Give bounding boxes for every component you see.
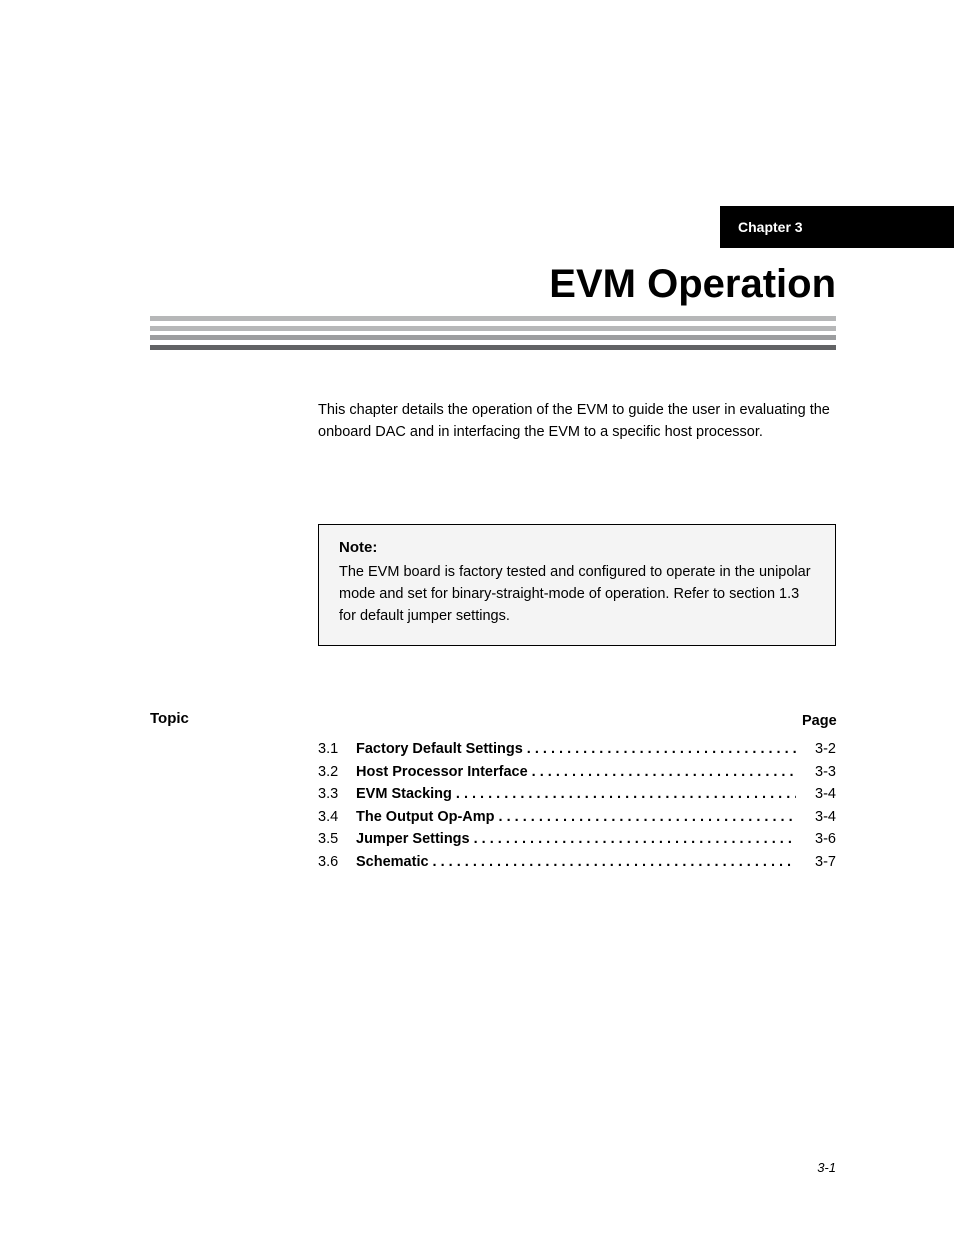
- toc-page: 3-4: [802, 806, 836, 828]
- note-label: Note:: [339, 539, 815, 556]
- toc-text: EVM Stacking: [356, 783, 796, 805]
- toc-num: 3.5: [318, 828, 356, 850]
- toc-header: Topic: [150, 710, 210, 727]
- toc-row: 3.5 Jumper Settings 3-6: [318, 828, 836, 850]
- toc-text: The Output Op-Amp: [356, 806, 796, 828]
- rule-line: [150, 316, 836, 321]
- toc-row: 3.4 The Output Op-Amp 3-4: [318, 806, 836, 828]
- toc-text: Schematic: [356, 851, 796, 873]
- rule-line: [150, 326, 836, 331]
- chapter-tab: Chapter 3: [720, 206, 954, 248]
- note-box: Note: The EVM board is factory tested an…: [318, 524, 836, 646]
- toc-text: Factory Default Settings: [356, 738, 796, 760]
- toc-page: 3-2: [802, 738, 836, 760]
- note-body: The EVM board is factory tested and conf…: [339, 562, 815, 627]
- title-rules: [150, 316, 836, 354]
- toc-page: 3-3: [802, 761, 836, 783]
- toc-page-header: Page: [802, 710, 836, 732]
- page-title: EVM Operation: [116, 262, 836, 307]
- toc-num: 3.2: [318, 761, 356, 783]
- toc-num: 3.4: [318, 806, 356, 828]
- intro-paragraph: This chapter details the operation of th…: [318, 400, 836, 444]
- toc-row: 3.2 Host Processor Interface 3-3: [318, 761, 836, 783]
- toc-page: 3-4: [802, 783, 836, 805]
- rule-line: [150, 345, 836, 350]
- toc-text: Host Processor Interface: [356, 761, 796, 783]
- toc-page: 3-6: [802, 828, 836, 850]
- toc-row: 3.1 Factory Default Settings 3-2: [318, 738, 836, 760]
- toc-text: Jumper Settings: [356, 828, 796, 850]
- page-number: 3-1: [0, 1160, 836, 1175]
- toc-row: 3.6 Schematic 3-7: [318, 851, 836, 873]
- toc-num: 3.1: [318, 738, 356, 760]
- toc: Page 3.1 Factory Default Settings 3-2 3.…: [318, 710, 836, 873]
- toc-page: 3-7: [802, 851, 836, 873]
- rule-line: [150, 335, 836, 340]
- toc-num: 3.6: [318, 851, 356, 873]
- toc-num: 3.3: [318, 783, 356, 805]
- toc-row: 3.3 EVM Stacking 3-4: [318, 783, 836, 805]
